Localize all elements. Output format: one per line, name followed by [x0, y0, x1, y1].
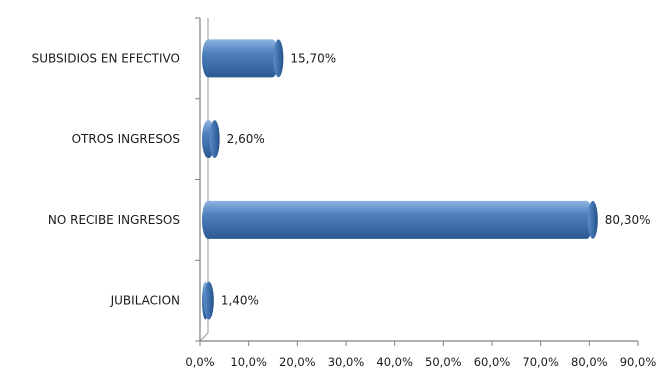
bar-end-cap [209, 120, 220, 159]
x-tick-label: 0,0% [185, 355, 214, 369]
x-tick-label: 80,0% [571, 355, 608, 369]
bar-end-cap [203, 281, 214, 320]
bar-end-cap [587, 200, 598, 239]
data-label: 80,30% [605, 213, 651, 227]
x-tick-label: 10,0% [230, 355, 267, 369]
labels: 0,0% 10,0% 20,0% 30,0% 40,0% 50,0% 60,0% 70,0% 8… [32, 51, 657, 369]
bar [202, 39, 279, 78]
category-label: SUBSIDIOS EN EFECTIVO [32, 51, 180, 65]
bar-end-cap [273, 39, 284, 78]
data-label: 15,70% [290, 51, 336, 65]
category-label: JUBILACION [110, 294, 180, 308]
x-tick-label: 70,0% [522, 355, 559, 369]
category-label: NO RECIBE INGRESOS [48, 213, 180, 227]
bars [202, 39, 598, 320]
x-tick-label: 40,0% [376, 355, 413, 369]
x-tick-label: 20,0% [279, 355, 316, 369]
x-tick-label: 50,0% [425, 355, 462, 369]
category-label: OTROS INGRESOS [72, 132, 180, 146]
bar [202, 200, 593, 239]
x-tick-label: 60,0% [474, 355, 511, 369]
data-label: 2,60% [227, 132, 265, 146]
data-label: 1,40% [221, 294, 259, 308]
x-tick-label: 30,0% [328, 355, 365, 369]
x-tick-label: 90,0% [620, 355, 657, 369]
